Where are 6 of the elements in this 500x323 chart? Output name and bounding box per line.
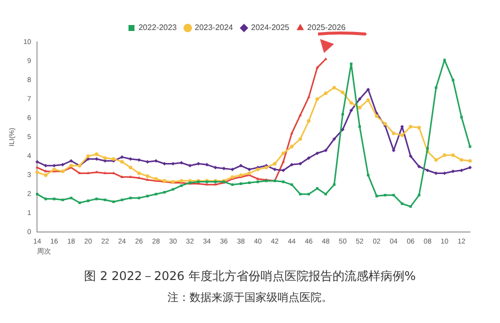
legend-label: 2022-2023 <box>138 23 178 32</box>
legend-label: 2024-2025 <box>251 23 290 32</box>
text: 图 2 2022－2026 年度北方省份哨点医院报告的流感样病例% <box>83 268 417 285</box>
legend-label: 2025-2026 <box>307 23 346 32</box>
legend-label: 2023-2024 <box>194 23 234 32</box>
text: 注：数据来源于国家级哨点医院。 <box>166 290 334 305</box>
